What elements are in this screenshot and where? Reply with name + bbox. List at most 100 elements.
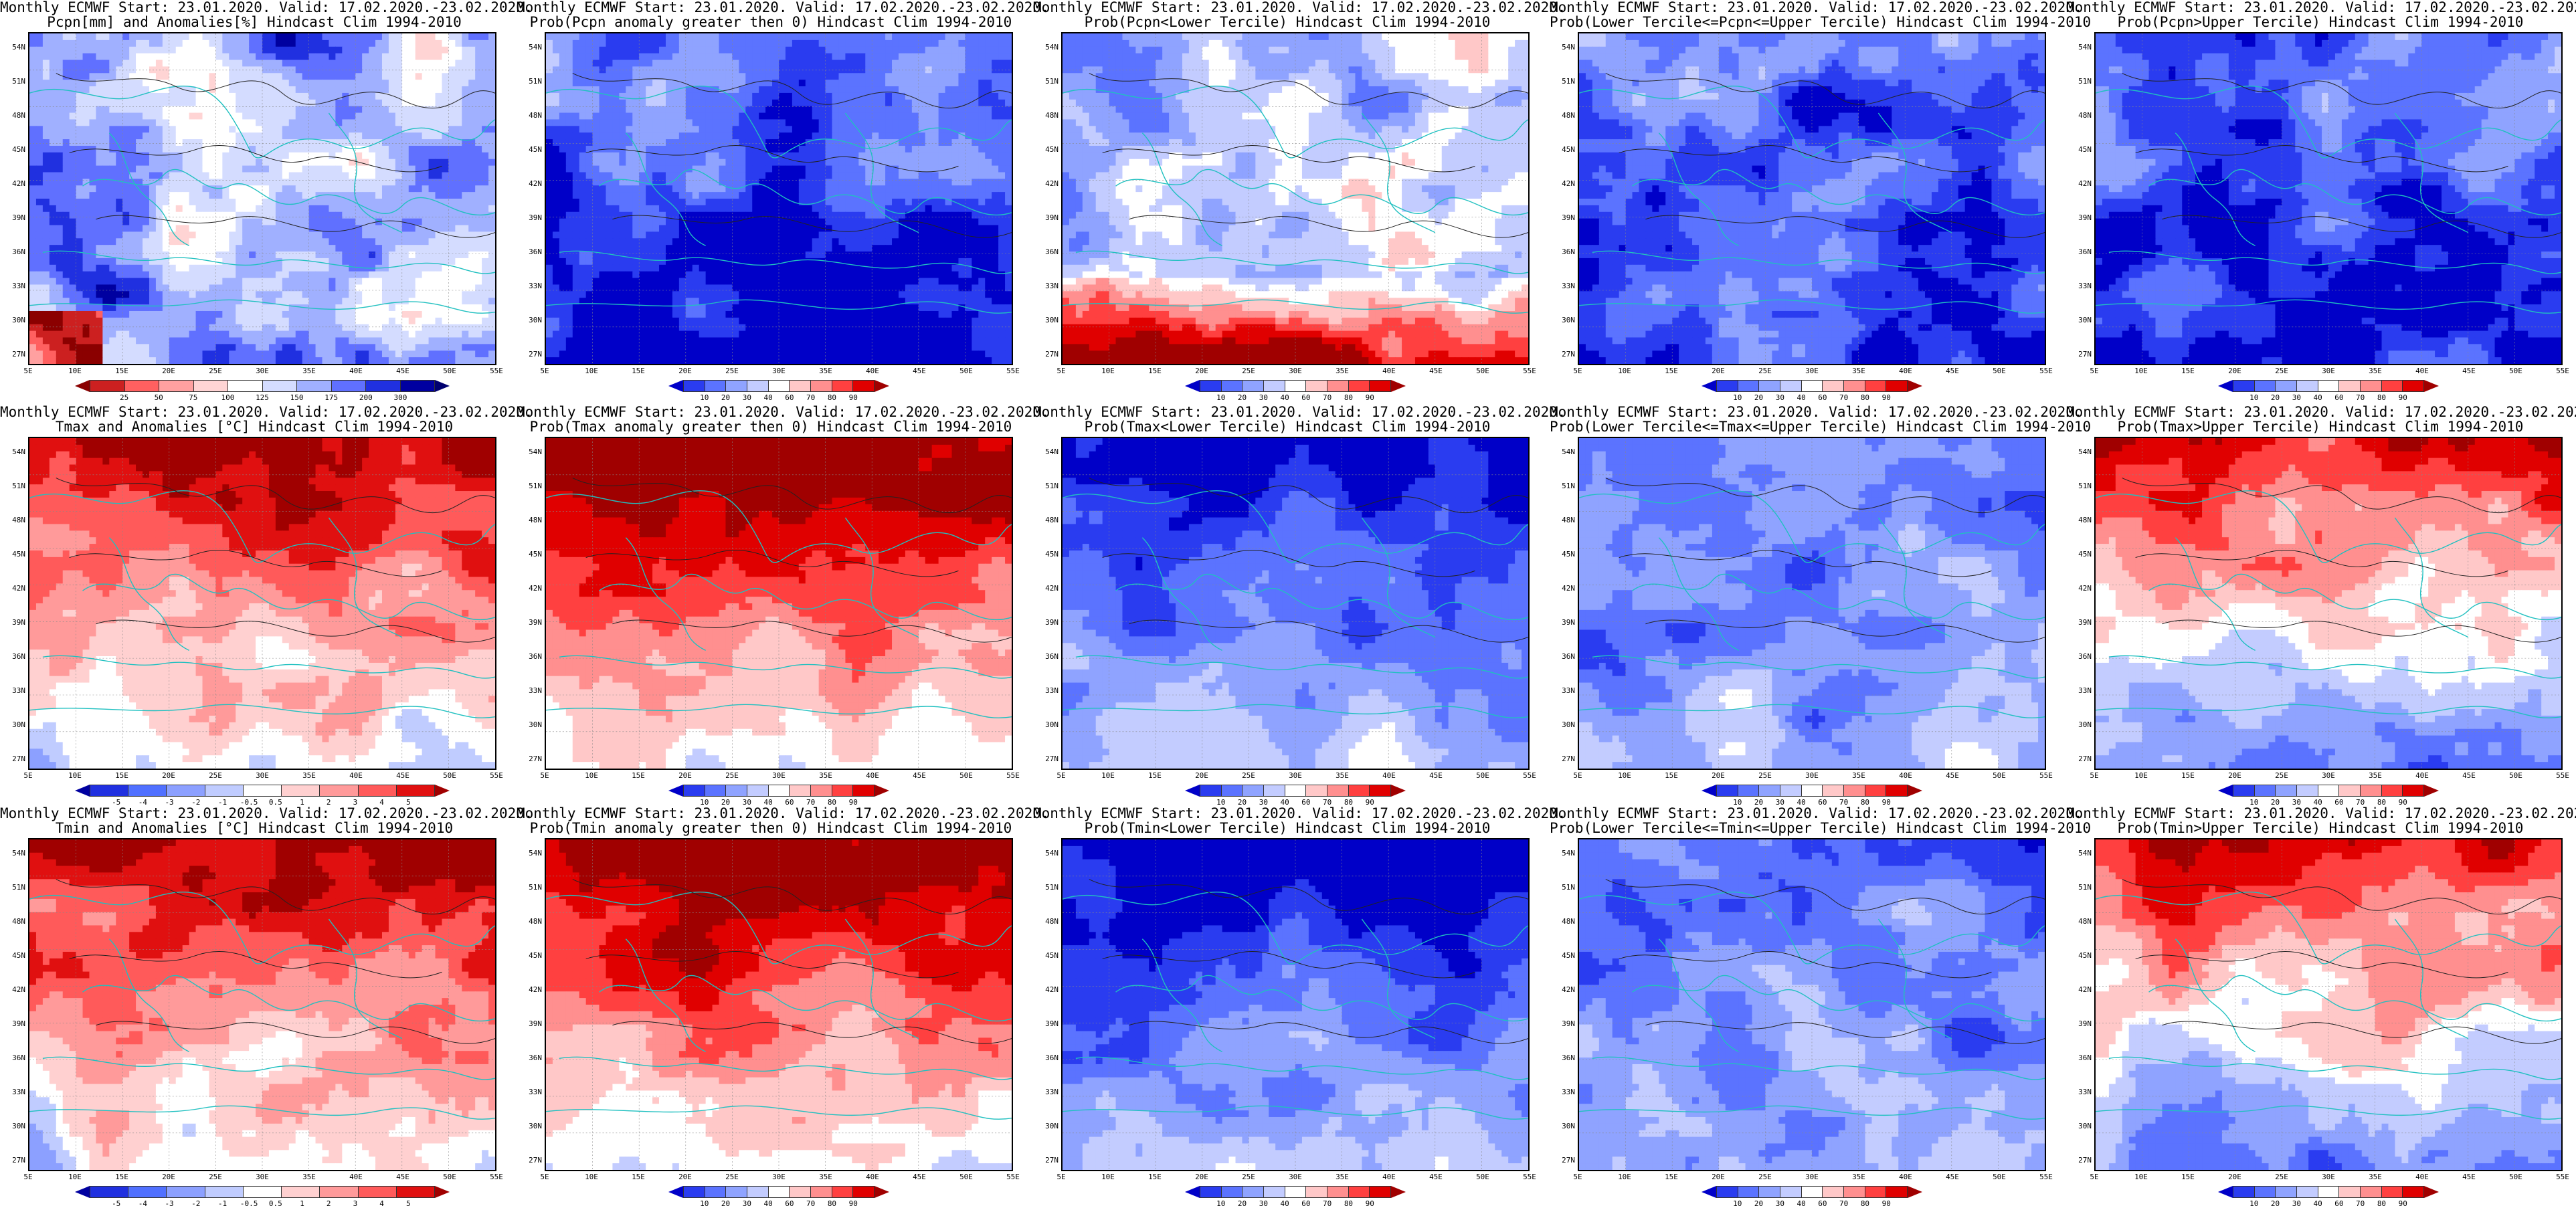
- longitude-label: 20E: [1705, 1173, 1732, 1181]
- longitude-label: 30E: [249, 771, 276, 780]
- colorbar: [2218, 785, 2439, 797]
- longitude-label: 15E: [108, 1173, 135, 1181]
- latitude-label: 54N: [515, 447, 542, 456]
- latitude-label: 36N: [0, 1053, 25, 1062]
- longitude-label: 50E: [953, 1173, 980, 1181]
- longitude-label: 35E: [1845, 771, 1872, 780]
- panel-title-line1: Monthly ECMWF Start: 23.01.2020. Valid: …: [1033, 0, 1542, 15]
- longitude-label: 5E: [2081, 367, 2108, 375]
- longitude-label: 15E: [1658, 367, 1685, 375]
- latitude-label: 45N: [1548, 951, 1575, 960]
- longitude-label: 10E: [62, 367, 88, 375]
- latitude-label: 33N: [1548, 282, 1575, 290]
- latitude-label: 27N: [0, 350, 25, 359]
- longitude-label: 20E: [1188, 771, 1215, 780]
- longitude-label: 15E: [1658, 771, 1685, 780]
- longitude-label: 30E: [765, 367, 792, 375]
- longitude-label: 55E: [2033, 367, 2059, 375]
- longitude-label: 25E: [202, 367, 229, 375]
- latitude-label: 39N: [0, 1019, 25, 1028]
- longitude-label: 15E: [2175, 1173, 2201, 1181]
- shaded-field: [1063, 438, 1528, 769]
- shaded-field: [29, 438, 495, 769]
- latitude-label: 42N: [1548, 179, 1575, 188]
- map-plot: [1061, 437, 1530, 770]
- latitude-label: 27N: [1032, 754, 1059, 763]
- latitude-label: 39N: [515, 618, 542, 627]
- panel-title-line1: Monthly ECMWF Start: 23.01.2020. Valid: …: [1550, 0, 2058, 15]
- longitude-label: 35E: [296, 771, 323, 780]
- longitude-label: 15E: [1658, 1173, 1685, 1181]
- latitude-label: 30N: [1548, 316, 1575, 324]
- panel-title-line1: Monthly ECMWF Start: 23.01.2020. Valid: …: [1550, 405, 2058, 420]
- latitude-label: 36N: [2065, 1053, 2092, 1062]
- latitude-label: 54N: [1548, 849, 1575, 858]
- longitude-label: 10E: [2128, 1173, 2154, 1181]
- panel-title-line2: Prob(Lower Tercile<=Tmax<=Upper Tercile)…: [1550, 419, 2058, 435]
- panel-title-line1: Monthly ECMWF Start: 23.01.2020. Valid: …: [517, 806, 1025, 821]
- latitude-label: 33N: [2065, 1088, 2092, 1096]
- longitude-label: 50E: [1986, 771, 2013, 780]
- map-plot: [545, 437, 1013, 770]
- latitude-label: 33N: [2065, 686, 2092, 695]
- longitude-label: 30E: [2315, 1173, 2342, 1181]
- longitude-label: 15E: [2175, 367, 2201, 375]
- longitude-label: 35E: [812, 367, 839, 375]
- longitude-label: 45E: [1422, 1173, 1449, 1181]
- longitude-label: 50E: [436, 1173, 463, 1181]
- longitude-label: 35E: [1329, 771, 1356, 780]
- longitude-label: 55E: [2549, 771, 2576, 780]
- latitude-label: 42N: [515, 584, 542, 593]
- longitude-label: 20E: [2221, 1173, 2248, 1181]
- latitude-label: 39N: [2065, 213, 2092, 222]
- longitude-label: 25E: [1235, 1173, 1262, 1181]
- longitude-label: 55E: [2549, 367, 2576, 375]
- shaded-field: [2096, 33, 2561, 364]
- longitude-label: 30E: [765, 771, 792, 780]
- panel-title-line2: Prob(Tmax>Upper Tercile) Hindcast Clim 1…: [2066, 419, 2575, 435]
- latitude-label: 45N: [1548, 145, 1575, 154]
- longitude-label: 45E: [2456, 771, 2482, 780]
- panel-title-line1: Monthly ECMWF Start: 23.01.2020. Valid: …: [2066, 405, 2575, 420]
- colorbar-tick-label: 100: [214, 393, 241, 402]
- latitude-label: 39N: [1032, 213, 1059, 222]
- latitude-label: 39N: [1032, 1019, 1059, 1028]
- shaded-field: [1579, 438, 2045, 769]
- longitude-label: 10E: [1095, 1173, 1121, 1181]
- longitude-label: 30E: [2315, 771, 2342, 780]
- longitude-label: 35E: [2362, 771, 2389, 780]
- longitude-label: 45E: [906, 367, 933, 375]
- panel-title-line2: Prob(Tmin<Lower Tercile) Hindcast Clim 1…: [1033, 821, 1542, 836]
- latitude-label: 51N: [1548, 883, 1575, 892]
- latitude-label: 36N: [2065, 247, 2092, 256]
- latitude-label: 36N: [1548, 1053, 1575, 1062]
- longitude-label: 40E: [2409, 1173, 2435, 1181]
- latitude-label: 48N: [515, 516, 542, 524]
- colorbar-tick-label: 200: [353, 393, 379, 402]
- longitude-label: 55E: [1000, 1173, 1026, 1181]
- latitude-label: 27N: [0, 754, 25, 763]
- latitude-label: 42N: [515, 985, 542, 994]
- latitude-label: 48N: [0, 516, 25, 524]
- latitude-label: 39N: [2065, 1019, 2092, 1028]
- longitude-label: 45E: [2456, 1173, 2482, 1181]
- shaded-field: [1579, 839, 2045, 1170]
- longitude-label: 20E: [1188, 367, 1215, 375]
- latitude-label: 51N: [1032, 77, 1059, 86]
- longitude-label: 50E: [2502, 771, 2529, 780]
- colorbar-tick-label: 25: [111, 393, 138, 402]
- latitude-label: 27N: [0, 1156, 25, 1165]
- shaded-field: [546, 839, 1012, 1170]
- latitude-label: 33N: [1032, 686, 1059, 695]
- longitude-label: 50E: [1469, 1173, 1496, 1181]
- latitude-label: 27N: [2065, 754, 2092, 763]
- longitude-label: 30E: [249, 367, 276, 375]
- latitude-label: 54N: [0, 447, 25, 456]
- longitude-label: 30E: [1282, 1173, 1309, 1181]
- latitude-label: 45N: [0, 550, 25, 559]
- map-panel: Monthly ECMWF Start: 23.01.2020. Valid: …: [0, 405, 509, 806]
- longitude-label: 10E: [2128, 771, 2154, 780]
- panel-title-line2: Prob(Pcpn>Upper Tercile) Hindcast Clim 1…: [2066, 15, 2575, 30]
- longitude-label: 20E: [672, 367, 699, 375]
- latitude-label: 54N: [1548, 447, 1575, 456]
